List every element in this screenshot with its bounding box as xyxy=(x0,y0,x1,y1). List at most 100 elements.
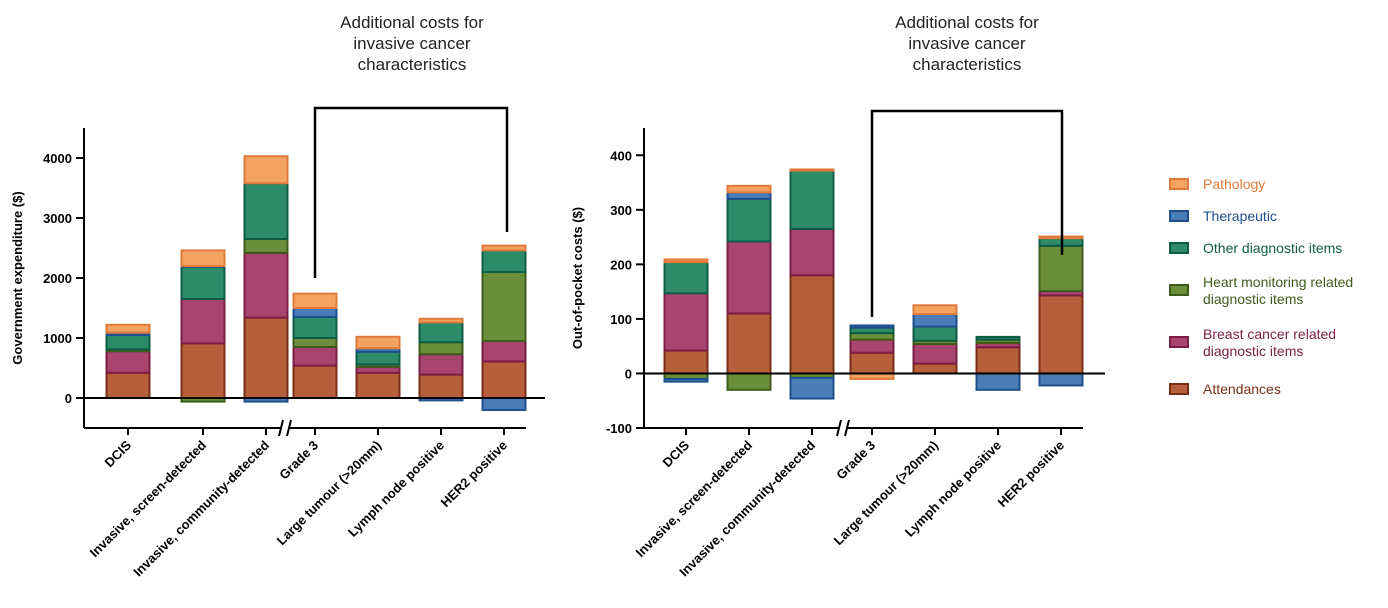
x-tick-label-invasive-community-detected: Invasive, community-detected xyxy=(676,437,818,579)
bar-other-large-tumour-20mm xyxy=(912,325,958,342)
x-tick-label-dcis: DCIS xyxy=(102,437,135,470)
x-tick-label-grade-3: Grade 3 xyxy=(276,438,321,483)
government-expenditure-chart: 0 1000 2000 3000 4000 Government expenditure … xyxy=(10,13,545,579)
bar-heart-grade-3 xyxy=(292,337,338,348)
bar-attend-large-tumour-20mm xyxy=(355,371,401,399)
y-tick-label: 400 xyxy=(610,148,632,163)
axis-break-mark xyxy=(286,419,292,437)
legend-label-breast: Breast cancer related diagnostic items xyxy=(1203,326,1336,359)
y-tick-label: 1000 xyxy=(43,331,72,346)
chart-legend: Pathology Therapeutic Other diagnostic ite… xyxy=(1169,176,1353,397)
bar-other-lymph-node-positive xyxy=(418,321,464,344)
bar-other-grade-3 xyxy=(292,316,338,339)
bar-attend-dcis xyxy=(663,349,709,375)
bar-pathology-invasive-screen-detected xyxy=(726,184,772,194)
y-tick-label: 100 xyxy=(610,312,632,327)
bar-other-lymph-node-positive xyxy=(975,335,1021,341)
axis-break-mark xyxy=(836,419,842,437)
bar-other-large-tumour-20mm xyxy=(355,350,401,366)
bar-therapeutic-grade-3 xyxy=(849,324,895,329)
bar-therapeutic-large-tumour-20mm xyxy=(912,313,958,328)
bar-other-dcis xyxy=(663,261,709,295)
x-tick-label-large-tumour-20mm: Large tumour (>20mm) xyxy=(831,438,941,548)
bar-breast-invasive-screen-detected xyxy=(180,298,226,345)
bar-attend-invasive-screen-detected xyxy=(726,312,772,375)
bar-breast-grade-3 xyxy=(292,346,338,367)
annotation-bracket xyxy=(870,109,1064,317)
bar-breast-dcis xyxy=(663,292,709,352)
bar-breast-her2-positive xyxy=(481,340,527,363)
bar-breast-grade-3 xyxy=(849,338,895,354)
bar-breast-dcis xyxy=(105,350,151,374)
bar-breast-lymph-node-positive xyxy=(418,353,464,376)
legend-label-heart: Heart monitoring related diagnostic items xyxy=(1203,274,1353,307)
bar-pathology-dcis xyxy=(105,323,151,334)
bar-breast-invasive-screen-detected xyxy=(726,240,772,315)
bar-attend-invasive-community-detected xyxy=(243,316,289,400)
bar-pathology-large-tumour-20mm xyxy=(355,335,401,350)
x-tick-label-her2-positive: HER2 positive xyxy=(438,438,510,510)
y-tick-label: 0 xyxy=(65,391,72,406)
bar-pathology-invasive-community-detected xyxy=(789,168,835,172)
bar-attend-invasive-screen-detected xyxy=(180,342,226,399)
x-tick-label-grade-3: Grade 3 xyxy=(833,438,878,483)
bar-other-dcis xyxy=(105,334,151,351)
bar-pathology-large-tumour-20mm xyxy=(912,304,958,316)
x-tick-label-invasive-screen-detected: Invasive, screen-detected xyxy=(633,437,756,560)
legend-swatch-attend xyxy=(1169,383,1189,395)
bar-therapeutic-dcis xyxy=(663,377,709,383)
axis-break-mark xyxy=(278,419,284,437)
bar-attend-her2-positive xyxy=(481,360,527,399)
y-tick-label: 200 xyxy=(610,257,632,272)
bar-pathology-invasive-community-detected xyxy=(243,155,289,185)
bar-attend-lymph-node-positive xyxy=(975,346,1021,375)
bar-attend-large-tumour-20mm xyxy=(912,362,958,375)
bar-other-her2-positive xyxy=(481,249,527,273)
y-tick-label: -100 xyxy=(606,421,632,436)
annotation-bracket xyxy=(313,106,509,278)
bar-therapeutic-her2-positive xyxy=(1038,372,1084,387)
bar-therapeutic-grade-3 xyxy=(292,307,338,318)
y-tick-label: 4000 xyxy=(43,151,72,166)
x-tick-label-large-tumour-20mm: Large tumour (>20mm) xyxy=(274,438,384,548)
bar-heart-her2-positive xyxy=(481,271,527,342)
bar-attend-her2-positive xyxy=(1038,294,1084,375)
legend-swatch-heart xyxy=(1169,284,1189,296)
legend-label-other: Other diagnostic items xyxy=(1203,240,1342,256)
bar-pathology-grade-3 xyxy=(292,292,338,310)
y-tick-label: 3000 xyxy=(43,211,72,226)
legend-swatch-breast xyxy=(1169,336,1189,348)
axis-break-mark xyxy=(844,419,850,437)
legend-swatch-therapeutic xyxy=(1169,210,1189,222)
legend-swatch-other xyxy=(1169,242,1189,254)
y-tick-label: 2000 xyxy=(43,271,72,286)
bar-therapeutic-her2-positive xyxy=(481,397,527,411)
bar-other-invasive-community-detected xyxy=(789,169,835,230)
bar-pathology-lymph-node-positive xyxy=(418,317,464,324)
bar-therapeutic-lymph-node-positive xyxy=(975,372,1021,391)
bar-breast-invasive-community-detected xyxy=(789,227,835,277)
y-tick-label: 0 xyxy=(625,366,632,381)
x-tick-label-her2-positive: HER2 positive xyxy=(995,438,1067,510)
bar-attend-dcis xyxy=(105,371,151,399)
bar-breast-invasive-community-detected xyxy=(243,251,289,319)
out-of-pocket-chart: -100 0 100 200 300 400 Out-of-pocket costs ($)… xyxy=(570,13,1105,579)
legend-label-pathology: Pathology xyxy=(1203,176,1265,192)
bar-other-invasive-screen-detected xyxy=(726,197,772,243)
legend-swatch-pathology xyxy=(1169,178,1189,190)
annotation-text: Additional costs for invasive cancer chara… xyxy=(340,13,484,74)
annotation-text: Additional costs for invasive cancer chara… xyxy=(895,13,1039,74)
bar-pathology-invasive-screen-detected xyxy=(180,249,226,267)
bar-pathology-dcis xyxy=(663,258,709,264)
y-tick-label: 300 xyxy=(610,203,632,218)
bar-heart-invasive-community-detected xyxy=(243,238,289,254)
bar-attend-grade-3 xyxy=(292,364,338,400)
bar-attend-lymph-node-positive xyxy=(418,373,464,400)
bar-heart-invasive-screen-detected xyxy=(726,372,772,391)
bar-heart-lymph-node-positive xyxy=(418,341,464,356)
bar-attend-invasive-community-detected xyxy=(789,274,835,375)
bar-therapeutic-invasive-community-detected xyxy=(789,376,835,400)
bar-attend-grade-3 xyxy=(849,351,895,375)
legend-label-attend: Attendances xyxy=(1203,381,1281,397)
